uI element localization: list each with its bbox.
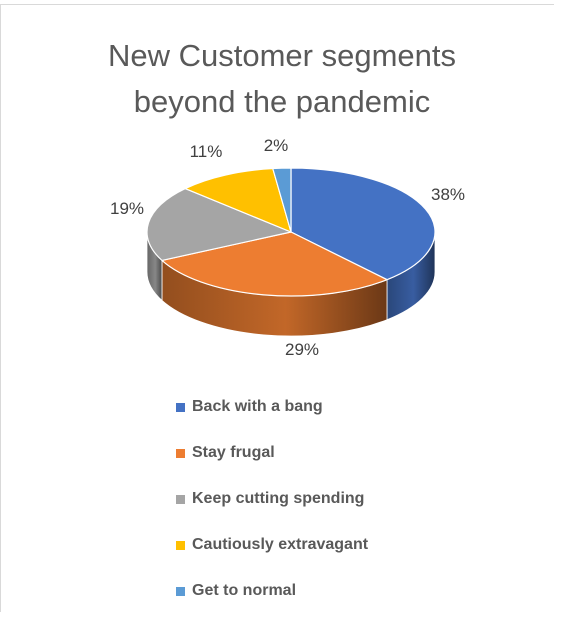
legend-item-back-with-a-bang: Back with a bang — [176, 394, 368, 420]
legend-label: Get to normal — [192, 582, 297, 599]
pie-slice-keep-cutting-spending — [146, 187, 292, 262]
pie-chart: 38% 29% 19% 11% 2% — [110, 136, 465, 359]
legend-swatch — [176, 540, 185, 550]
chart-title-line-2: beyond the pandemic — [133, 84, 431, 119]
legend-item-cautiously-extravagant: Cautiously extravagant — [176, 532, 368, 558]
pie-data-labels: 38% 29% 19% 11% 2% — [110, 136, 465, 359]
pie-slice-get-to-normal — [272, 167, 292, 233]
data-label-stay-frugal: 29% — [285, 340, 319, 359]
chart-legend: Back with a bang Stay frugal Keep cutting … — [176, 394, 368, 624]
legend-swatch — [176, 448, 185, 458]
legend-item-get-to-normal: Get to normal — [176, 578, 368, 604]
legend-label: Stay frugal — [192, 444, 275, 461]
data-label-back-with-a-bang: 38% — [431, 185, 465, 204]
legend-swatch — [176, 586, 185, 596]
legend-item-stay-frugal: Stay frugal — [176, 440, 368, 466]
pie-slice-cautiously-extravagant — [184, 167, 292, 233]
legend-swatch — [176, 494, 185, 504]
legend-swatch — [176, 402, 185, 412]
pie-slice-stay-frugal — [161, 231, 388, 297]
chart-title-line-1: New Customer segments — [107, 38, 456, 73]
data-label-keep-cutting-spending: 19% — [110, 199, 144, 218]
data-label-get-to-normal: 2% — [264, 136, 289, 155]
legend-label: Keep cutting spending — [192, 490, 365, 507]
legend-item-keep-cutting-spending: Keep cutting spending — [176, 486, 368, 512]
pie-slice-back-with-a-bang — [290, 167, 436, 281]
pie-slices — [146, 167, 436, 297]
legend-label: Back with a bang — [192, 398, 323, 415]
data-label-cautiously-extravagant: 11% — [190, 142, 223, 161]
legend-label: Cautiously extravagant — [192, 536, 369, 553]
chart-title: New Customer segments beyond the pandemi… — [0, 33, 564, 125]
